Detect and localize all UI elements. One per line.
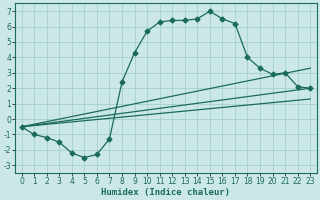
X-axis label: Humidex (Indice chaleur): Humidex (Indice chaleur) [101,188,230,197]
